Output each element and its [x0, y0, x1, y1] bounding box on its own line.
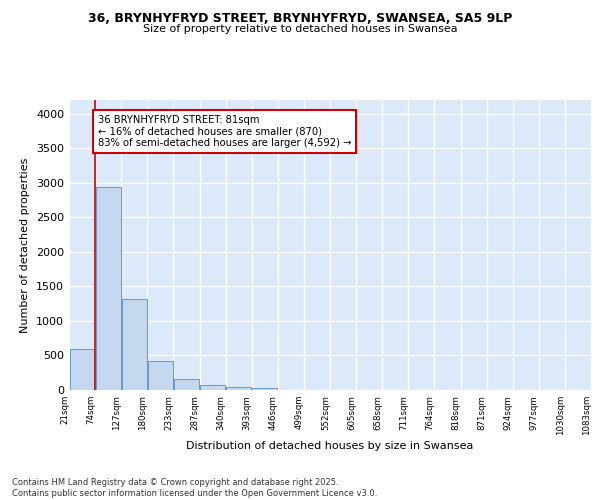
Text: Contains HM Land Registry data © Crown copyright and database right 2025.
Contai: Contains HM Land Registry data © Crown c… [12, 478, 377, 498]
Y-axis label: Number of detached properties: Number of detached properties [20, 158, 31, 332]
Text: Size of property relative to detached houses in Swansea: Size of property relative to detached ho… [143, 24, 457, 34]
Bar [148, 362, 173, 390]
Text: 36, BRYNHYFRYD STREET, BRYNHYFRYD, SWANSEA, SA5 9LP: 36, BRYNHYFRYD STREET, BRYNHYFRYD, SWANS… [88, 12, 512, 26]
X-axis label: Distribution of detached houses by size in Swansea: Distribution of detached houses by size … [187, 441, 473, 451]
Bar [122, 299, 146, 390]
Bar [70, 350, 94, 390]
Bar [253, 388, 277, 390]
Text: 36 BRYNHYFRYD STREET: 81sqm
← 16% of detached houses are smaller (870)
83% of se: 36 BRYNHYFRYD STREET: 81sqm ← 16% of det… [98, 115, 351, 148]
Bar [200, 385, 225, 390]
Bar [174, 379, 199, 390]
Bar [96, 187, 121, 390]
Bar [226, 387, 251, 390]
